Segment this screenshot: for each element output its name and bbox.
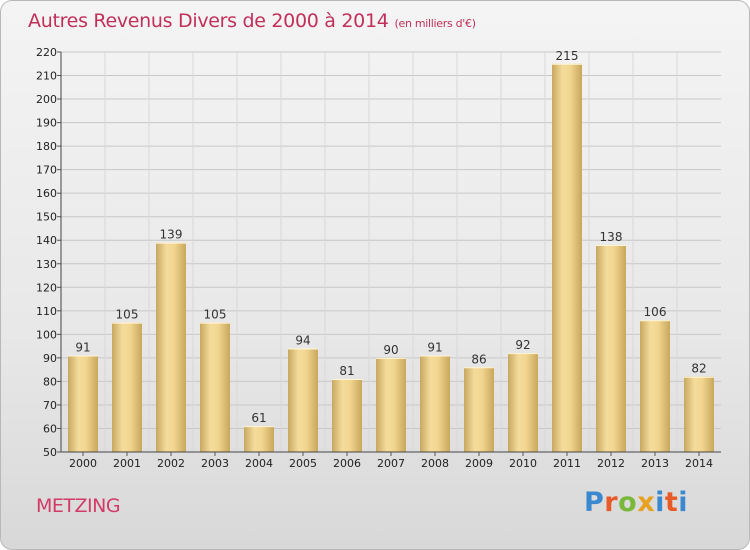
data-label: 92	[515, 338, 530, 352]
x-tick-label: 2011	[553, 457, 581, 470]
y-tick-label: 130	[36, 258, 57, 271]
bar	[464, 367, 494, 452]
data-label: 105	[116, 308, 139, 322]
bar	[684, 376, 714, 452]
x-tick-label: 2010	[509, 457, 537, 470]
y-tick-label: 60	[43, 422, 57, 435]
y-tick-label: 200	[36, 93, 57, 106]
y-tick-label: 210	[36, 70, 57, 83]
logo-letter: r	[604, 487, 619, 518]
logo-letter: x	[637, 487, 656, 518]
data-label: 86	[471, 352, 486, 366]
bar	[508, 353, 538, 452]
data-label: 61	[251, 411, 266, 425]
x-tick-label: 2000	[69, 457, 97, 470]
proxiti-logo[interactable]: Proxiti	[584, 487, 688, 518]
y-tick-label: 110	[36, 305, 57, 318]
bar	[288, 348, 318, 452]
bar	[640, 320, 670, 452]
y-tick-label: 140	[36, 234, 57, 247]
data-label: 138	[600, 230, 623, 244]
bar	[332, 379, 362, 452]
data-label: 106	[644, 305, 667, 319]
bar	[68, 355, 98, 452]
bar	[244, 426, 274, 452]
y-tick-label: 150	[36, 211, 57, 224]
data-label: 90	[383, 343, 398, 357]
city-name: METZING	[36, 495, 121, 517]
x-tick-label: 2001	[113, 457, 141, 470]
data-label: 215	[556, 49, 579, 63]
logo-letter: i	[678, 487, 689, 518]
y-tick-label: 100	[36, 328, 57, 341]
y-tick-label: 120	[36, 281, 57, 294]
y-tick-label: 160	[36, 187, 57, 200]
logo-letter: i	[655, 487, 665, 518]
y-tick-label: 220	[36, 46, 57, 59]
axes	[57, 51, 721, 456]
chart-title-text: Autres Revenus Divers de 2000 à 2014	[28, 10, 389, 32]
x-tick-label: 2013	[641, 457, 669, 470]
x-tick-label: 2006	[333, 457, 361, 470]
x-tick-label: 2005	[289, 457, 317, 470]
data-label: 94	[295, 333, 310, 347]
chart-title: Autres Revenus Divers de 2000 à 2014 (en …	[28, 10, 476, 32]
bar	[376, 357, 406, 452]
bar	[420, 355, 450, 452]
y-tick-label: 170	[36, 164, 57, 177]
data-label: 91	[427, 341, 442, 355]
x-tick-label: 2003	[201, 457, 229, 470]
data-label: 91	[75, 341, 90, 355]
x-tick-label: 2009	[465, 457, 493, 470]
x-tick-label: 2008	[421, 457, 449, 470]
y-tick-label: 90	[43, 352, 57, 365]
x-tick-label: 2004	[245, 457, 273, 470]
bars	[68, 63, 714, 452]
x-tick-label: 2012	[597, 457, 625, 470]
y-tick-label: 180	[36, 140, 57, 153]
logo-letter: t	[664, 487, 679, 518]
bar	[112, 322, 142, 452]
bar	[552, 63, 582, 452]
data-label: 105	[204, 308, 227, 322]
logo-letter: P	[584, 487, 605, 518]
bar	[596, 244, 626, 452]
bar	[200, 322, 230, 452]
y-tick-label: 80	[43, 375, 57, 388]
data-label: 139	[160, 228, 183, 242]
y-tick-label: 50	[43, 446, 57, 459]
data-label: 82	[691, 362, 706, 376]
labels: 50 60 70 80 90 100 110 120 130 140 150 160 170 180 190…	[36, 46, 713, 470]
x-tick-label: 2002	[157, 457, 185, 470]
y-tick-label: 70	[43, 399, 57, 412]
x-tick-label: 2007	[377, 457, 405, 470]
data-label: 81	[339, 364, 354, 378]
x-tick-label: 2014	[685, 457, 713, 470]
logo-letter: o	[618, 487, 638, 518]
y-tick-label: 190	[36, 117, 57, 130]
chart-unit: (en milliers d'€)	[394, 17, 476, 30]
bar	[156, 242, 186, 452]
